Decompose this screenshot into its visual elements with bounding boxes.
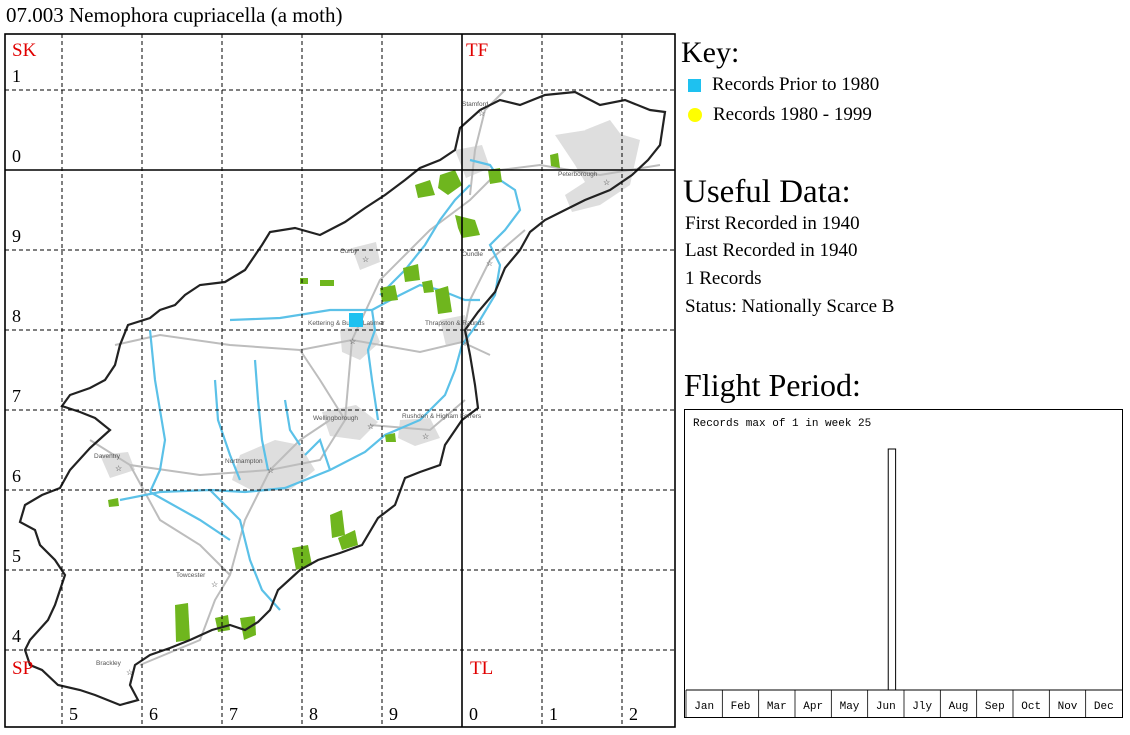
key-item-1980-1999: Records 1980 - 1999	[688, 104, 872, 126]
grid-square-label: TL	[470, 658, 493, 679]
month-label: Jly	[912, 701, 932, 713]
grid-square-label: SK	[12, 40, 37, 61]
month-label: Apr	[803, 701, 823, 713]
last-recorded: Last Recorded in 1940	[685, 240, 858, 261]
grid-row-label: 5	[12, 546, 21, 566]
town-label: Thrapston & Raunds	[425, 320, 485, 327]
record-marker	[349, 313, 363, 327]
month-label: Dec	[1094, 701, 1114, 713]
roads	[89, 89, 661, 666]
month-label: Aug	[949, 701, 969, 713]
grid-square-label: SP	[12, 658, 33, 679]
chart-bars	[887, 448, 897, 691]
town-label: Oundle	[462, 251, 483, 258]
grid-row-label: 1	[12, 66, 21, 86]
woodland-patches	[108, 153, 560, 642]
month-label: Feb	[731, 701, 751, 713]
chart-title: Records max of 1 in week 25	[693, 418, 871, 430]
chart-bar	[887, 448, 897, 691]
town-label: Stamford	[462, 101, 489, 108]
town-labels: Stamford☆Peterborough☆Corby☆Oundle☆Kette…	[94, 101, 610, 677]
grid-column-label: 2	[629, 704, 638, 724]
grid-square-label: TF	[466, 40, 488, 61]
town-label: Northampton	[225, 458, 263, 465]
town-label: Brackley	[96, 660, 122, 667]
county-boundary	[18, 90, 667, 707]
first-recorded: First Recorded in 1940	[685, 213, 860, 234]
town-star-icon: ☆	[460, 339, 467, 348]
grid-major-lines	[4, 33, 676, 728]
town-label: Wellingborough	[313, 415, 358, 422]
grid-row-label: 4	[12, 626, 21, 646]
month-label: Jun	[876, 701, 896, 713]
grid-column-label: 5	[69, 704, 78, 724]
grid-column-label: 6	[149, 704, 158, 724]
town-star-icon: ☆	[422, 432, 429, 441]
record-markers	[349, 313, 363, 327]
key-label: Records 1980 - 1999	[713, 104, 872, 125]
town-star-icon: ☆	[267, 466, 274, 475]
town-star-icon: ☆	[367, 422, 374, 431]
grid-column-label: 0	[469, 704, 478, 724]
flight-period-chart: Records max of 1 in week 25 Jan Feb Mar Apr…	[684, 409, 1123, 718]
town-label: Towcester	[176, 572, 206, 579]
month-label: May	[840, 701, 860, 713]
grid-row-label: 0	[12, 146, 21, 166]
grid-column-label: 8	[309, 704, 318, 724]
useful-data-title: Useful Data:	[683, 174, 851, 210]
month-label: Sep	[985, 701, 1005, 713]
grid-column-label: 9	[389, 704, 398, 724]
key-title: Key:	[681, 36, 740, 69]
records-count: 1 Records	[685, 268, 762, 289]
status: Status: Nationally Scarce B	[685, 296, 895, 317]
grid-lines	[5, 34, 675, 727]
town-star-icon: ☆	[349, 337, 356, 346]
month-label: Mar	[767, 701, 787, 713]
town-star-icon: ☆	[115, 464, 122, 473]
distribution-map: Stamford☆Peterborough☆Corby☆Oundle☆Kette…	[4, 33, 676, 728]
month-label: Jan	[694, 701, 714, 713]
town-label: Daventry	[94, 453, 121, 460]
grid-row-label: 6	[12, 466, 21, 486]
town-label: Peterborough	[558, 171, 598, 178]
town-label: Kettering & Burton Latimer	[308, 320, 385, 327]
town-star-icon: ☆	[211, 580, 218, 589]
month-label: Oct	[1021, 701, 1041, 713]
town-label: Corby	[340, 248, 358, 255]
key-label: Records Prior to 1980	[712, 74, 880, 95]
town-star-icon: ☆	[478, 109, 485, 118]
key-item-prior-1980: Records Prior to 1980	[688, 74, 879, 96]
town-star-icon: ☆	[126, 668, 133, 677]
chart-month-labels: Jan Feb Mar Apr May Jun Jly Aug Sep Oct Nov Dec	[685, 689, 1122, 718]
grid-row-label: 8	[12, 306, 21, 326]
town-star-icon: ☆	[486, 259, 493, 268]
grid-square-labels: SK TF SP TL	[12, 40, 493, 679]
town-star-icon: ☆	[603, 178, 610, 187]
town-label: Rushden & Higham Ferrers	[402, 413, 482, 420]
blue-square-icon	[688, 78, 701, 92]
town-star-icon: ☆	[362, 255, 369, 264]
month-label: Nov	[1058, 701, 1078, 713]
grid-row-label: 7	[12, 386, 21, 406]
yellow-circle-icon	[688, 108, 702, 122]
flight-period-title: Flight Period:	[684, 367, 861, 403]
grid-column-label: 7	[229, 704, 238, 724]
grid-row-label: 9	[12, 226, 21, 246]
page-title: 07.003 Nemophora cupriacella (a moth)	[6, 3, 343, 27]
grid-column-label: 1	[549, 704, 558, 724]
